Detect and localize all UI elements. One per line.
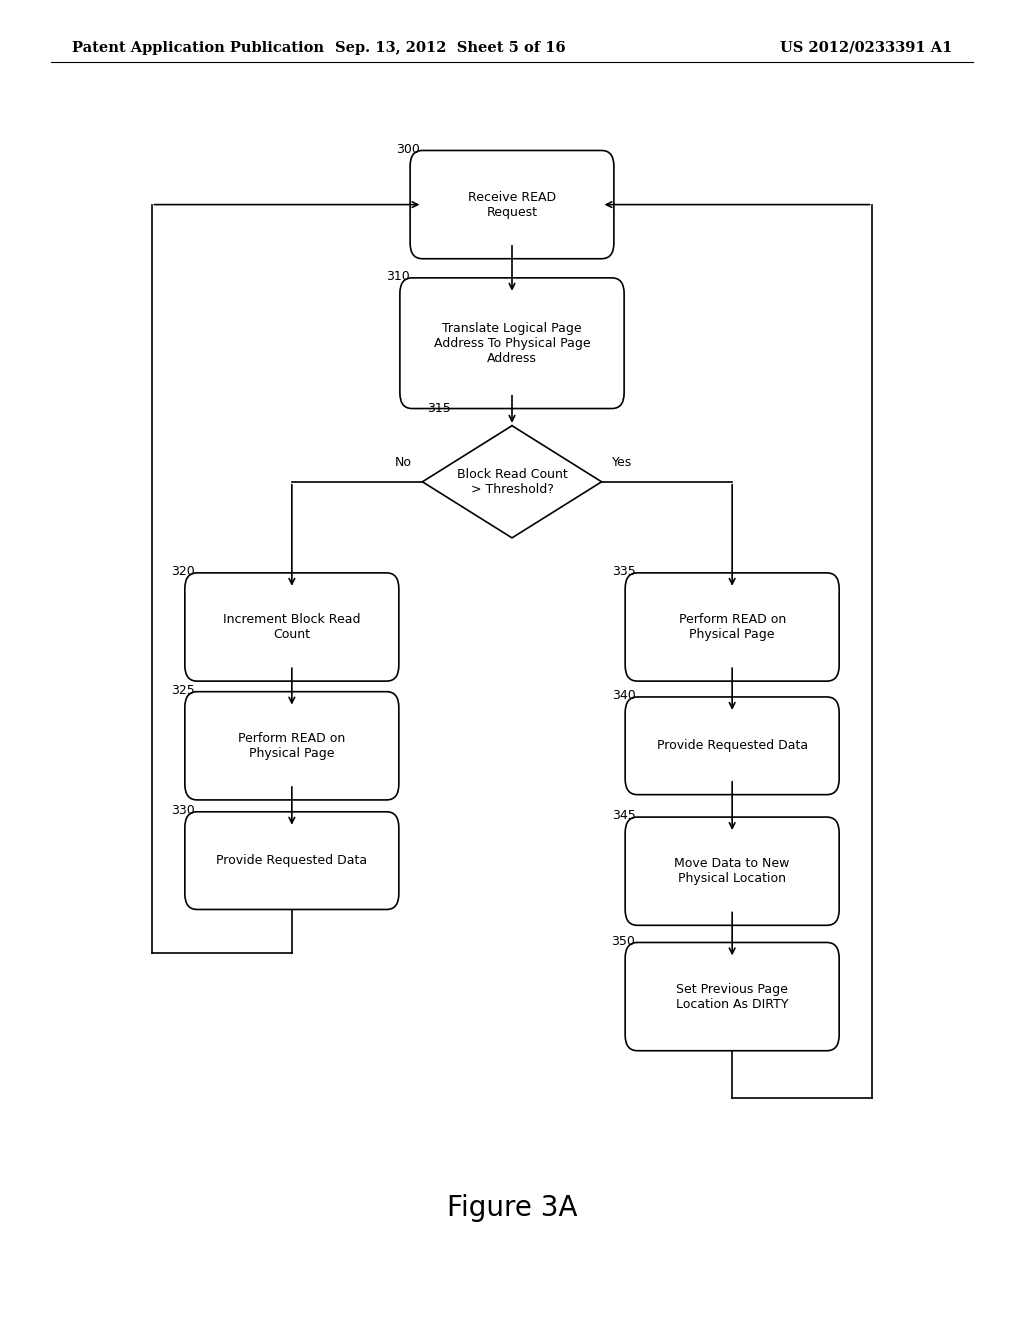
FancyBboxPatch shape bbox=[625, 573, 839, 681]
FancyBboxPatch shape bbox=[625, 942, 839, 1051]
Text: 315: 315 bbox=[428, 403, 452, 414]
Text: Receive READ
Request: Receive READ Request bbox=[468, 190, 556, 219]
FancyBboxPatch shape bbox=[184, 812, 398, 909]
Text: 335: 335 bbox=[611, 565, 635, 578]
Text: Yes: Yes bbox=[612, 455, 632, 469]
Text: Provide Requested Data: Provide Requested Data bbox=[656, 739, 808, 752]
Text: Increment Block Read
Count: Increment Block Read Count bbox=[223, 612, 360, 642]
Text: 330: 330 bbox=[171, 804, 195, 817]
Text: 320: 320 bbox=[171, 565, 195, 578]
Text: Move Data to New
Physical Location: Move Data to New Physical Location bbox=[675, 857, 790, 886]
Text: Perform READ on
Physical Page: Perform READ on Physical Page bbox=[239, 731, 345, 760]
Text: Provide Requested Data: Provide Requested Data bbox=[216, 854, 368, 867]
Text: No: No bbox=[395, 455, 412, 469]
FancyBboxPatch shape bbox=[625, 697, 839, 795]
FancyBboxPatch shape bbox=[625, 817, 839, 925]
FancyBboxPatch shape bbox=[410, 150, 613, 259]
Text: 325: 325 bbox=[171, 684, 195, 697]
Text: Sep. 13, 2012  Sheet 5 of 16: Sep. 13, 2012 Sheet 5 of 16 bbox=[335, 41, 566, 54]
FancyBboxPatch shape bbox=[399, 279, 624, 409]
Text: 340: 340 bbox=[611, 689, 635, 702]
Text: Set Previous Page
Location As DIRTY: Set Previous Page Location As DIRTY bbox=[676, 982, 788, 1011]
Text: US 2012/0233391 A1: US 2012/0233391 A1 bbox=[780, 41, 952, 54]
Text: 350: 350 bbox=[611, 935, 635, 948]
Text: 300: 300 bbox=[396, 143, 420, 156]
Text: Patent Application Publication: Patent Application Publication bbox=[72, 41, 324, 54]
Text: Perform READ on
Physical Page: Perform READ on Physical Page bbox=[679, 612, 785, 642]
Text: Block Read Count
> Threshold?: Block Read Count > Threshold? bbox=[457, 467, 567, 496]
Text: 345: 345 bbox=[611, 809, 635, 822]
FancyBboxPatch shape bbox=[184, 692, 398, 800]
Text: Translate Logical Page
Address To Physical Page
Address: Translate Logical Page Address To Physic… bbox=[434, 322, 590, 364]
Text: 310: 310 bbox=[386, 271, 410, 284]
FancyBboxPatch shape bbox=[184, 573, 398, 681]
Text: Figure 3A: Figure 3A bbox=[446, 1193, 578, 1222]
